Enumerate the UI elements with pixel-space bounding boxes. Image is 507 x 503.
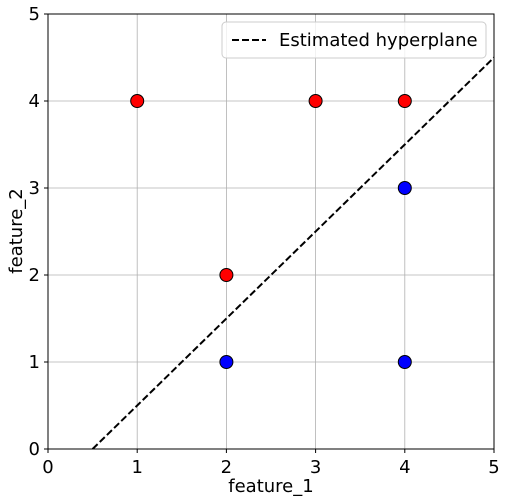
x-tick-label: 4 (399, 457, 410, 478)
legend: Estimated hyperplane (221, 21, 487, 59)
red-point (397, 94, 412, 108)
x-tick-label: 2 (221, 457, 232, 478)
red-point (130, 94, 145, 108)
x-axis-label: feature_1 (228, 476, 313, 497)
plot-frame (47, 13, 495, 450)
y-tick-label: 4 (29, 91, 40, 112)
blue-point (397, 355, 412, 369)
red-point (308, 94, 323, 108)
plot-area-background (48, 14, 494, 449)
x-tick-label: 5 (488, 457, 499, 478)
x-tick-label: 1 (131, 457, 142, 478)
y-tick-label: 5 (29, 4, 40, 25)
y-tick-label: 3 (29, 178, 40, 199)
blue-point (397, 181, 412, 195)
x-tick-label: 3 (310, 457, 321, 478)
x-tick-label: 0 (42, 457, 53, 478)
red-point (219, 268, 234, 282)
hyperplane-layer (91, 56, 494, 449)
y-tick-label: 0 (29, 439, 40, 460)
y-axis-label: feature_2 (6, 188, 27, 273)
data-points (130, 94, 412, 369)
hyperplane-line (91, 56, 494, 449)
y-tick-label: 1 (29, 352, 40, 373)
blue-point (219, 355, 234, 369)
legend-entry-label: Estimated hyperplane (279, 30, 478, 51)
y-tick-label: 2 (29, 265, 40, 286)
legend-box (221, 21, 487, 59)
axis-ticks: 0 1 2 3 4 5 0 1 2 3 4 5 (29, 4, 500, 478)
